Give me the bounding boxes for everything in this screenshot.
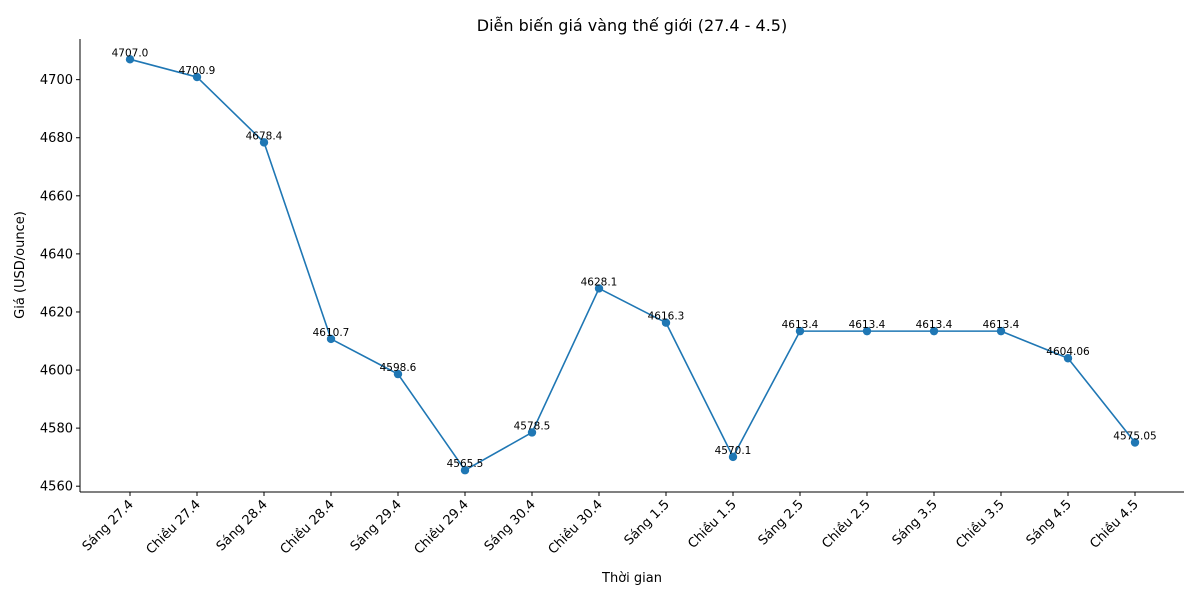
- x-tick-label: Chiều 4.5: [1087, 497, 1141, 551]
- data-label: 4613.4: [916, 319, 953, 331]
- data-point: [795, 326, 805, 336]
- data-point: [594, 284, 604, 293]
- data-label: 4570.1: [715, 445, 752, 457]
- data-point: [1063, 354, 1073, 363]
- axes: [79, 39, 1184, 493]
- x-tick-label: Chiều 28.4: [278, 497, 338, 557]
- series-price: [125, 55, 1140, 475]
- y-tick-label: 4620: [40, 305, 73, 320]
- x-tick-label: Chiều 27.4: [144, 497, 204, 557]
- y-tick-label: 4700: [40, 73, 73, 88]
- data-point: [326, 334, 336, 344]
- x-tick-label: Sáng 29.4: [348, 497, 405, 554]
- x-tick-label: Sáng 4.5: [1024, 497, 1075, 548]
- x-tick-label: Sáng 27.4: [80, 497, 137, 554]
- x-tick-label: Chiều 3.5: [953, 497, 1007, 551]
- data-label: 4610.7: [313, 327, 350, 339]
- data-point: [862, 326, 872, 336]
- data-label: 4700.9: [179, 65, 216, 77]
- data-label: 4616.3: [648, 311, 685, 323]
- x-tick-label: Sáng 28.4: [214, 497, 271, 554]
- y-tick-label: 4680: [40, 131, 73, 146]
- data-point: [192, 72, 202, 82]
- data-label: 4613.4: [782, 319, 819, 331]
- data-label: 4613.4: [849, 319, 886, 331]
- y-tick-label: 4580: [40, 422, 73, 437]
- data-point: [125, 55, 135, 64]
- data-point: [661, 318, 671, 327]
- data-label: 4598.6: [380, 362, 417, 374]
- x-tick-label: Sáng 3.5: [890, 497, 941, 548]
- series-line: [129, 58, 1136, 472]
- data-label: 4678.4: [246, 130, 283, 142]
- data-label: 4604.06: [1046, 346, 1090, 358]
- x-tick-label: Sáng 1.5: [622, 497, 673, 548]
- data-label: 4628.1: [581, 276, 618, 288]
- x-axis-label: Thời gian: [601, 571, 662, 586]
- chart-title: Diễn biến giá vàng thế giới (27.4 - 4.5): [477, 16, 787, 35]
- y-tick-label: 4560: [40, 480, 73, 495]
- x-tick-label: Chiều 2.5: [819, 497, 873, 551]
- data-point: [527, 428, 537, 437]
- data-point: [393, 369, 403, 379]
- data-label: 4575.05: [1113, 430, 1156, 442]
- y-axis-label: Giá (USD/ounce): [13, 211, 28, 319]
- y-ticks: 4560 4580 4600 4620 4640 4660 4680 4700: [40, 73, 80, 495]
- data-label: 4613.4: [983, 319, 1020, 331]
- data-point: [929, 326, 939, 336]
- y-tick-label: 4660: [40, 189, 73, 204]
- x-tick-label: Sáng 30.4: [482, 497, 539, 554]
- x-tick-label: Chiều 1.5: [685, 497, 739, 551]
- x-ticks: Sáng 27.4 Chiều 27.4 Sáng 28.4 Chiều 28.4 Sá…: [80, 492, 1142, 558]
- y-tick-label: 4640: [40, 247, 73, 262]
- x-tick-label: Chiều 30.4: [546, 497, 606, 557]
- data-labels: 4707.0 4700.9 4678.4 4610.7 4598.6 4565.5 4578…: [112, 47, 1157, 470]
- x-tick-label: Chiều 29.4: [412, 497, 472, 557]
- data-label: 4707.0: [112, 47, 149, 59]
- data-label: 4578.5: [514, 420, 551, 432]
- data-point: [1130, 438, 1140, 447]
- x-tick-label: Sáng 2.5: [756, 497, 807, 548]
- data-point: [728, 452, 738, 462]
- data-point: [460, 466, 470, 475]
- data-label: 4565.5: [447, 458, 484, 470]
- data-point: [996, 326, 1006, 336]
- y-tick-label: 4600: [40, 364, 73, 379]
- data-point: [259, 138, 269, 147]
